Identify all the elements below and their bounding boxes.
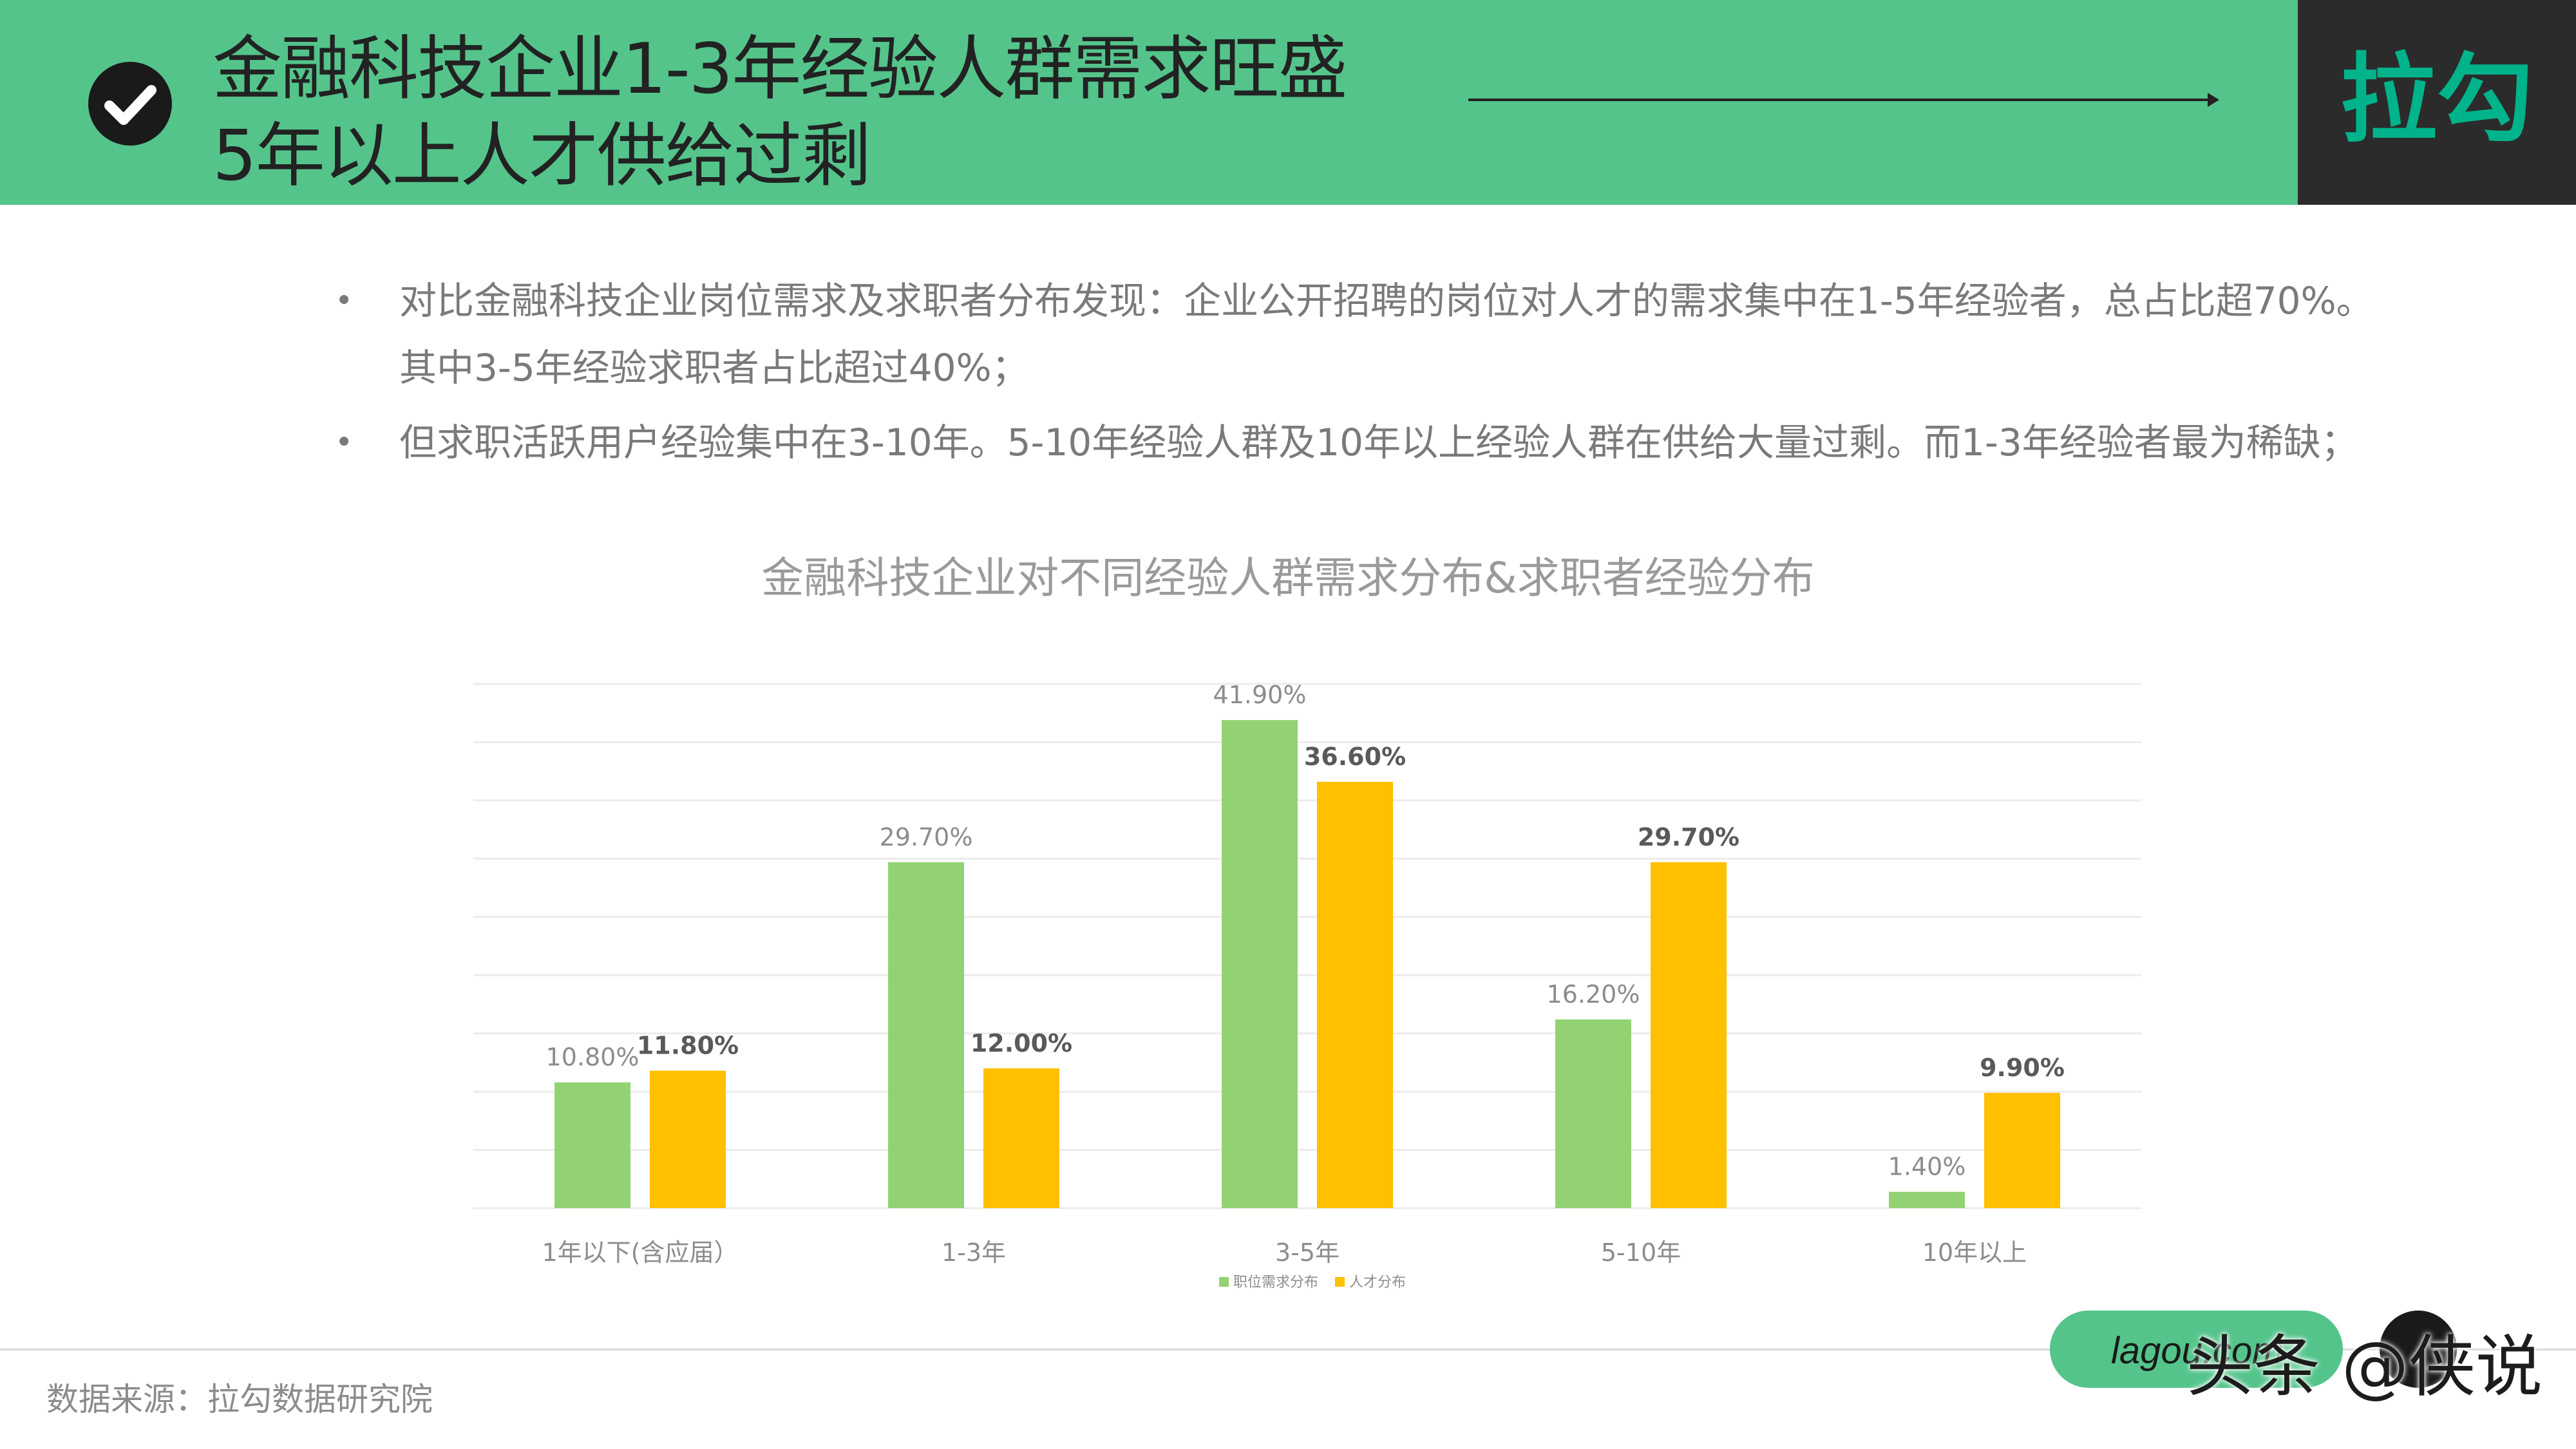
- data-label: 9.90%: [1980, 1054, 2065, 1082]
- x-tick-label: 10年以上: [1922, 1238, 2027, 1267]
- data-label: 36.60%: [1304, 743, 1406, 771]
- bar-supply: [1984, 1092, 2060, 1208]
- check-circle-icon: [88, 62, 172, 146]
- x-tick-label: 3-5年: [1275, 1238, 1340, 1267]
- bar-demand: [888, 862, 964, 1208]
- website-link[interactable]: lagou.com: [2111, 1330, 2284, 1372]
- bar-supply: [650, 1070, 726, 1208]
- arrow-head-icon: [2208, 93, 2219, 107]
- footer-divider: [0, 1349, 2576, 1350]
- x-tick-label: 1年以下(含应届）: [542, 1238, 738, 1267]
- data-label: 11.80%: [637, 1032, 739, 1060]
- chart-data-labels: 10.80%11.80% 29.70% 12.00% 41.90% 36.60% 16.2…: [546, 681, 2065, 1181]
- bullet-list: • 对比金融科技企业岗位需求及求职者分布发现：企业公开招聘的岗位对人才的需求集中…: [335, 267, 2396, 476]
- bar-supply: [983, 1068, 1059, 1208]
- bar-demand: [1222, 720, 1298, 1208]
- data-label: 41.90%: [1213, 681, 1307, 709]
- chart-gridlines: [473, 683, 2141, 1209]
- chart-x-axis-labels: 1年以下(含应届） 1-3年 3-5年 5-10年 10年以上: [542, 1238, 2027, 1267]
- header-divider-line: [1468, 99, 2209, 101]
- x-tick-label: 5-10年: [1601, 1238, 1681, 1267]
- bullet-dot-icon: •: [335, 424, 354, 460]
- legend-label: 职位需求分布: [1233, 1274, 1318, 1291]
- data-label: 10.80%: [546, 1043, 639, 1072]
- bullet-dot-icon: •: [335, 283, 354, 319]
- bar-demand: [1889, 1191, 1965, 1208]
- bullet-text: 对比金融科技企业岗位需求及求职者分布发现：企业公开招聘的岗位对人才的需求集中在1…: [399, 279, 2374, 390]
- website-pill[interactable]: lagou.com: [2050, 1311, 2343, 1388]
- page-number-badge: [2380, 1311, 2457, 1388]
- bar-demand: [554, 1082, 630, 1208]
- data-label: 29.70%: [880, 823, 973, 851]
- data-label: 12.00%: [971, 1029, 1072, 1057]
- chart-legend: 职位需求分布 人才分布: [1219, 1274, 1406, 1291]
- bullet-item: • 对比金融科技企业岗位需求及求职者分布发现：企业公开招聘的岗位对人才的需求集中…: [335, 267, 2396, 401]
- bar-supply: [1651, 862, 1727, 1208]
- bar-supply: [1317, 781, 1393, 1208]
- data-label: 16.20%: [1547, 980, 1640, 1009]
- bullet-text: 但求职活跃用户经验集中在3-10年。5-10年经验人群及10年以上经验人群在供给…: [399, 421, 2358, 464]
- page-title: 金融科技企业1-3年经验人群需求旺盛 5年以上人才供给过剩: [213, 26, 1347, 200]
- header-bar: [0, 0, 2298, 205]
- data-label: 29.70%: [1638, 823, 1739, 851]
- brand-box: 拉勾: [2298, 0, 2576, 205]
- data-source-note: 数据来源：拉勾数据研究院: [46, 1381, 433, 1418]
- chart-title: 金融科技企业对不同经验人群需求分布&求职者经验分布: [761, 553, 1814, 603]
- legend-swatch: [1335, 1277, 1345, 1287]
- bullet-item: • 但求职活跃用户经验集中在3-10年。5-10年经验人群及10年以上经验人群在…: [335, 409, 2396, 476]
- chart-bars: [554, 720, 2060, 1208]
- bar-demand: [1555, 1019, 1631, 1208]
- x-tick-label: 1-3年: [942, 1238, 1006, 1267]
- bar-chart: 金融科技企业对不同经验人群需求分布&求职者经验分布 10.80%11.80% 29…: [473, 553, 2141, 1291]
- data-label: 1.40%: [1888, 1153, 1966, 1181]
- title-line-1: 金融科技企业1-3年经验人群需求旺盛: [213, 29, 1347, 109]
- watermark-text: 头条 @侠说: [2186, 1327, 2543, 1406]
- legend-swatch: [1219, 1277, 1229, 1287]
- title-line-2: 5年以上人才供给过剩: [213, 116, 871, 196]
- brand-logo-text: 拉勾: [2340, 44, 2533, 156]
- legend-label: 人才分布: [1349, 1274, 1406, 1291]
